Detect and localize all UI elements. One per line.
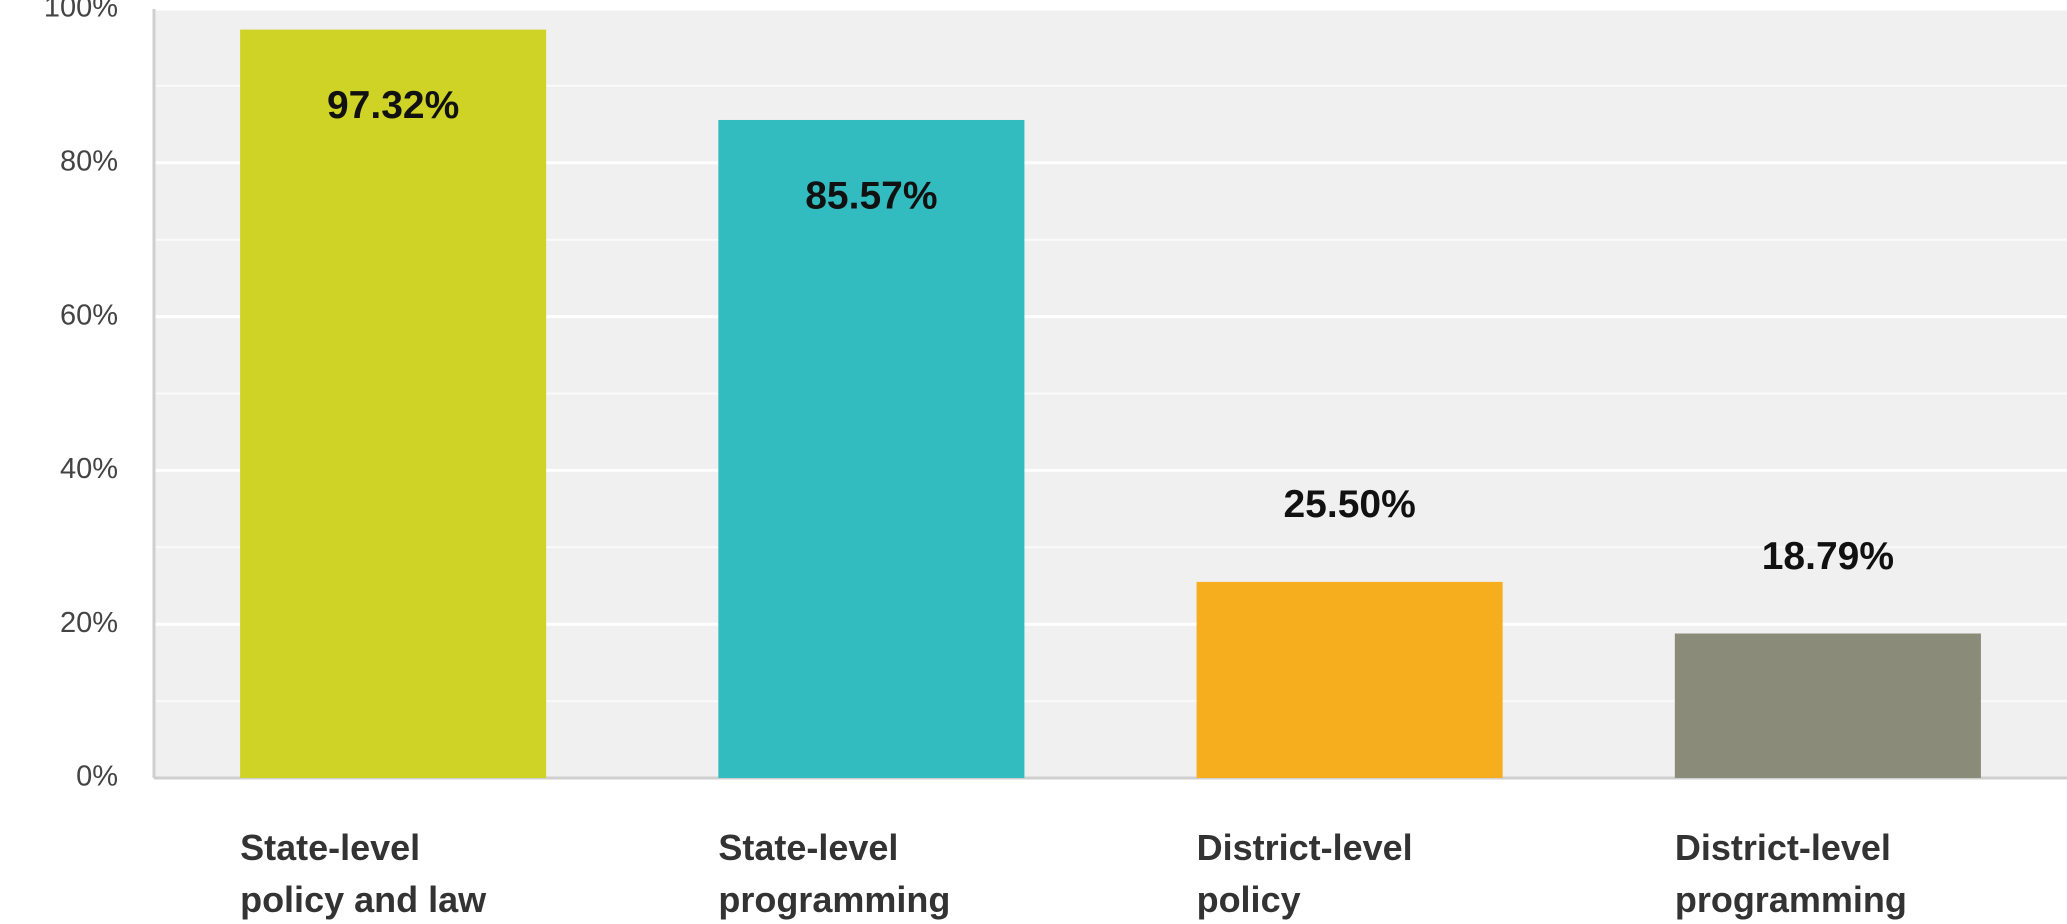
x-tick-label: State-level policy and law xyxy=(240,827,487,920)
bar xyxy=(1674,633,1981,778)
x-tick-label: District-level policy xyxy=(1197,827,1413,920)
x-tick-label-line: programming xyxy=(718,879,950,920)
bar xyxy=(718,119,1025,779)
x-tick-label-line: programming xyxy=(1675,879,1907,920)
y-tick-label: 40% xyxy=(60,453,118,485)
y-tick-label: 0% xyxy=(76,761,118,793)
value-label: 18.79% xyxy=(1762,535,1894,578)
value-label: 85.57% xyxy=(805,174,937,217)
x-tick-label: District-level programming xyxy=(1675,827,1907,920)
y-tick-label: 60% xyxy=(60,299,118,331)
y-tick-label: 80% xyxy=(60,145,118,177)
x-tick-label-line: policy and law xyxy=(240,879,487,920)
value-label: 97.32% xyxy=(327,84,459,127)
bar xyxy=(1196,581,1503,778)
x-tick-label-line: State-level xyxy=(718,827,898,868)
x-tick-label-line: District-level xyxy=(1197,827,1413,868)
x-tick-label: State-level programming xyxy=(718,827,950,920)
y-tick-label: 100% xyxy=(44,0,118,24)
bar xyxy=(240,29,547,779)
value-label: 25.50% xyxy=(1283,483,1415,526)
x-tick-label-line: policy xyxy=(1197,879,1301,920)
x-tick-label-line: District-level xyxy=(1675,827,1891,868)
y-tick-label: 20% xyxy=(60,607,118,639)
x-tick-label-line: State-level xyxy=(240,827,420,868)
